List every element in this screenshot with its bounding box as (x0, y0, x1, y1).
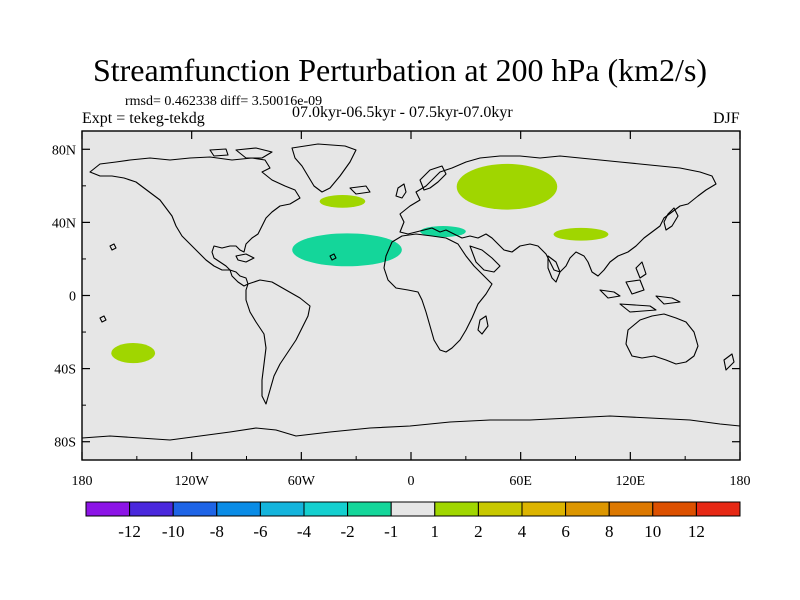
season-label: DJF (713, 110, 740, 127)
coast-arctic-islands (209, 147, 371, 195)
coast-japan (663, 207, 679, 231)
anomaly-region-3 (553, 227, 609, 241)
colorbar-label: -4 (297, 522, 312, 541)
anomaly-region-1 (456, 163, 558, 210)
colorbar-label: 10 (644, 522, 661, 541)
anomaly-region-5 (292, 233, 402, 267)
colorbar-label: 4 (518, 522, 527, 541)
lat-tick-label: 80N (52, 143, 76, 158)
coast-antarctica (82, 415, 740, 441)
coastlines (82, 143, 740, 441)
anomaly-layer (111, 163, 609, 364)
period-label: 07.0kyr-06.5kyr - 07.5kyr-07.0kyr (292, 104, 513, 121)
colorbar-box (608, 501, 654, 517)
coast-small-islands (99, 243, 337, 323)
colorbar-box (172, 501, 218, 517)
colorbar-label: 8 (605, 522, 614, 541)
colorbar-box (303, 501, 349, 517)
map-axes: 180 120W 60W 0 60E 120E 180 80N 40N 0 40S 80S (52, 131, 751, 489)
coast-se-asia-islands (599, 261, 681, 313)
coast-australia (625, 313, 699, 365)
lon-tick-label: 120W (175, 474, 210, 489)
lat-tick-label: 80S (54, 436, 76, 451)
lon-tick-label: 60W (288, 474, 316, 489)
coast-india (547, 255, 561, 283)
colorbar-label: -8 (210, 522, 224, 541)
lat-tick-label: 0 (69, 290, 76, 305)
colorbar-box (390, 501, 436, 517)
colorbar-box (259, 501, 305, 517)
lon-tick-label: 120E (616, 474, 646, 489)
lon-tick-label: 60E (509, 474, 532, 489)
lat-tick-label: 40N (52, 216, 76, 231)
colorbar-box (695, 501, 741, 517)
coast-africa (383, 233, 493, 353)
colorbar-label: -12 (118, 522, 141, 541)
coast-eurasia (399, 155, 717, 277)
colorbar-box (565, 501, 610, 517)
coast-british-isles (395, 183, 407, 199)
rmsd-stats: rmsd= 0.462338 diff= 3.50016e-09 (125, 94, 323, 109)
colorbar-box (652, 501, 697, 517)
coast-south-america (245, 279, 311, 405)
map-background (82, 131, 740, 460)
colorbar-label: 6 (561, 522, 570, 541)
colorbar-box (477, 501, 523, 517)
colorbar-label: 2 (474, 522, 483, 541)
colorbar-box (521, 501, 567, 517)
coast-madagascar (477, 315, 489, 335)
colorbar-label: -2 (341, 522, 355, 541)
colorbar-label: 12 (688, 522, 705, 541)
colorbar-box (347, 501, 392, 517)
coast-scandinavia (419, 165, 447, 191)
colorbar-box (434, 501, 479, 517)
colorbar-label: -1 (384, 522, 398, 541)
anomaly-region-4 (111, 343, 156, 364)
coast-north-america (89, 156, 301, 271)
lat-tick-label: 40S (54, 363, 76, 378)
map-title: Streamfunction Perturbation at 200 hPa (… (92, 52, 708, 88)
coast-new-zealand (723, 353, 735, 371)
coast-greenland (291, 143, 357, 193)
colorbar-label: -10 (162, 522, 185, 541)
lon-tick-label: 180 (730, 474, 751, 489)
colorbar-box (129, 501, 174, 517)
coast-caribbean (235, 253, 255, 263)
colorbar: -12 -10 -8 -6 -4 -2 -1 1 2 4 6 8 10 12 (85, 501, 741, 541)
experiment-label: Expt = tekeg-tekdg (82, 110, 205, 127)
colorbar-label: -6 (253, 522, 267, 541)
colorbar-box (216, 501, 261, 517)
lon-tick-label: 180 (72, 474, 93, 489)
colorbar-label: 1 (431, 522, 440, 541)
lon-tick-label: 0 (408, 474, 415, 489)
anomaly-region-2 (319, 194, 366, 208)
coast-arabia (469, 245, 501, 273)
colorbar-box (85, 501, 131, 517)
